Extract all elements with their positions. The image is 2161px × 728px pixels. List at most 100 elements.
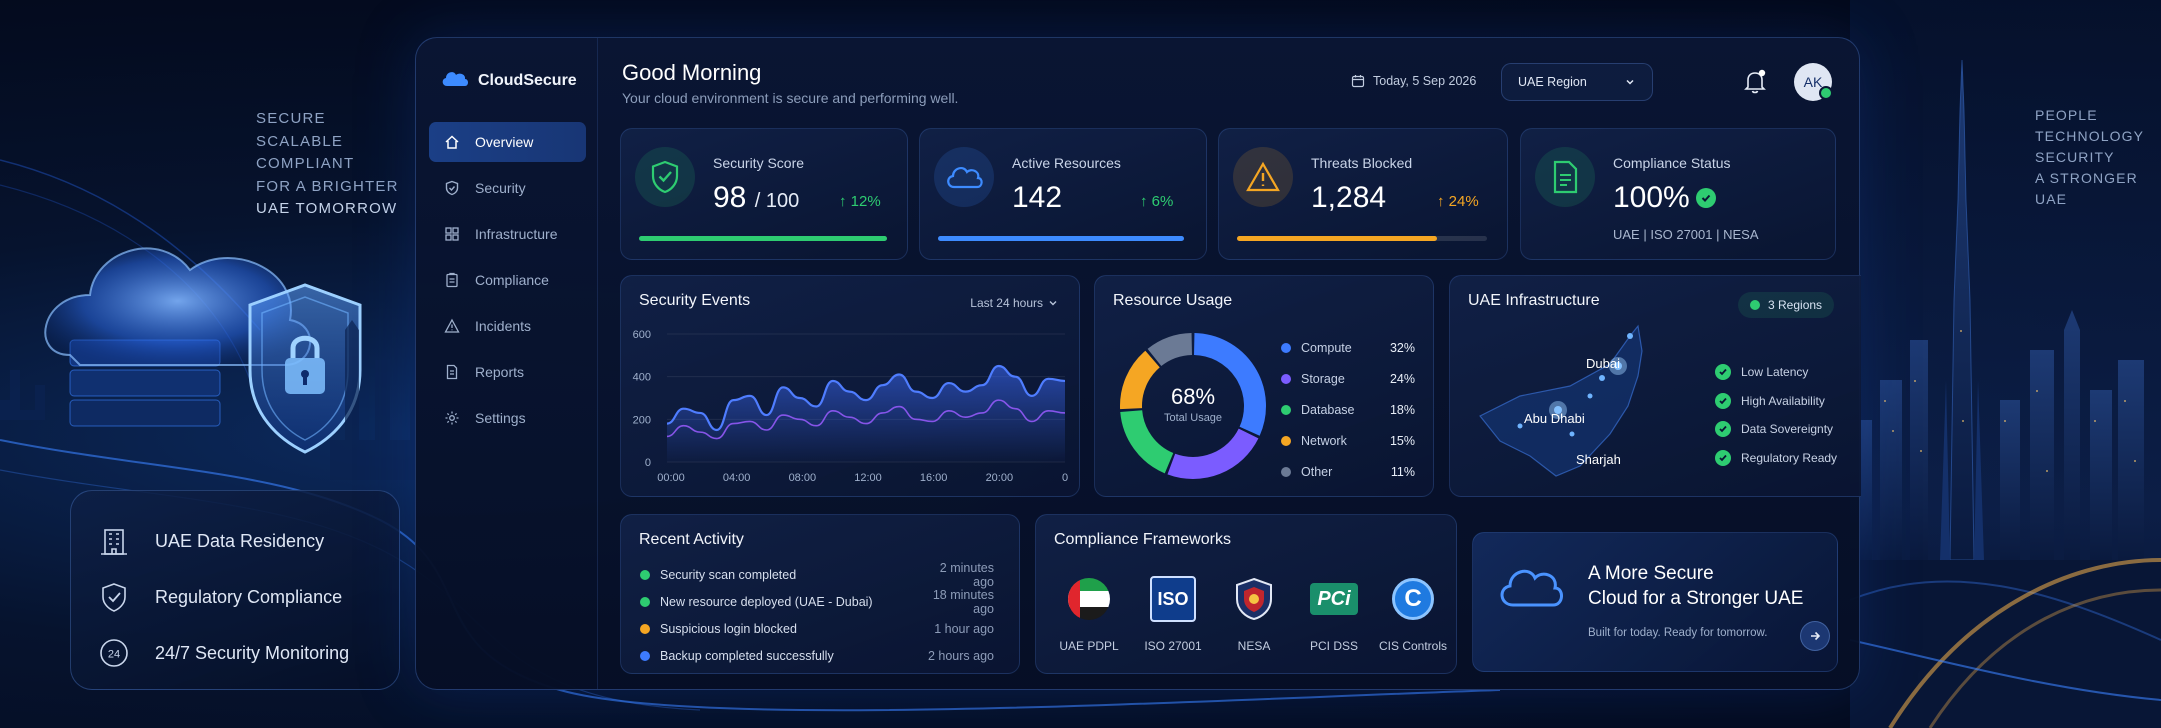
kpi-value: 100% xyxy=(1613,181,1716,215)
card-title: Security Events xyxy=(639,292,751,309)
y-tick-label: 200 xyxy=(633,414,651,426)
legend-item: Storage 24% xyxy=(1281,363,1415,394)
arrow-up-icon: ↑ xyxy=(1437,193,1449,210)
check-circle-icon xyxy=(1715,421,1731,438)
pci-logo-text: PCi xyxy=(1310,583,1358,615)
features-panel: UAE Data Residency Regulatory Compliance… xyxy=(70,490,400,690)
range-select-value: Last 24 hours xyxy=(970,296,1043,310)
sidebar-item-label: Overview xyxy=(475,134,534,150)
warning-icon xyxy=(1233,147,1293,207)
infrastructure-checklist: Low Latency High Availability Data Sover… xyxy=(1715,358,1837,472)
check-label: Low Latency xyxy=(1741,365,1809,380)
check-item: Data Sovereignty xyxy=(1715,415,1837,444)
framework-cis-controls[interactable]: C CIS Controls xyxy=(1368,573,1458,653)
promo-arrow-button[interactable] xyxy=(1800,621,1830,651)
tagline: A STRONGER xyxy=(2035,170,2138,186)
framework-pci-dss[interactable]: PCi PCI DSS xyxy=(1289,573,1379,653)
kpi-card-threats-blocked[interactable]: Threats Blocked 1,284 ↑ 24% xyxy=(1218,128,1508,260)
legend-value: 18% xyxy=(1389,402,1415,417)
legend-label: Network xyxy=(1301,433,1347,448)
card-title: Resource Usage xyxy=(1113,292,1233,309)
shield-check-icon xyxy=(95,578,133,616)
avatar[interactable]: AK xyxy=(1794,63,1833,101)
framework-iso-27001[interactable]: ISO ISO 27001 xyxy=(1128,573,1218,653)
kpi-change-value: 12% xyxy=(850,193,881,210)
regions-badge: 3 Regions xyxy=(1738,292,1835,318)
x-tick-label: 16:00 xyxy=(920,472,948,484)
check-circle-icon xyxy=(1715,364,1731,381)
sidebar-item-reports[interactable]: Reports xyxy=(429,352,586,392)
x-tick-label: 12:00 xyxy=(854,472,882,484)
uae-infrastructure-card: UAE Infrastructure 3 Regions Dubai Abu D… xyxy=(1449,275,1861,497)
sidebar-item-overview[interactable]: Overview xyxy=(429,122,586,162)
region-select[interactable]: UAE Region xyxy=(1501,63,1653,101)
feature-item: 24 24/7 Security Monitoring xyxy=(95,625,375,681)
brand-logo[interactable]: CloudSecure xyxy=(440,68,577,93)
sidebar-item-label: Infrastructure xyxy=(475,226,558,242)
legend-label: Database xyxy=(1301,402,1355,417)
kpi-progress-fill xyxy=(639,236,887,241)
framework-label: ISO 27001 xyxy=(1144,639,1202,653)
donut-slice-other xyxy=(1147,333,1193,367)
kpi-value: 98 / 100 xyxy=(713,181,799,215)
activity-time: 1 hour ago xyxy=(934,621,994,636)
y-tick-label: 600 xyxy=(633,329,651,341)
tagline: TECHNOLOGY xyxy=(2035,128,2145,144)
kpi-label: Active Resources xyxy=(1012,155,1121,171)
list-item[interactable]: Backup completed successfully 2 hours ago xyxy=(640,642,994,669)
donut-center: 68% Total Usage xyxy=(1113,384,1273,424)
list-item[interactable]: Suspicious login blocked 1 hour ago xyxy=(640,615,994,642)
feature-item: UAE Data Residency xyxy=(95,513,375,569)
sidebar-item-compliance[interactable]: Compliance xyxy=(429,260,586,300)
promo-title-line1: A More Secure xyxy=(1588,563,1714,584)
sidebar-item-label: Security xyxy=(475,180,526,196)
kpi-change-value: 24% xyxy=(1448,193,1479,210)
range-select[interactable]: Last 24 hours xyxy=(970,296,1059,310)
sidebar-item-incidents[interactable]: Incidents xyxy=(429,306,586,346)
status-dot xyxy=(1750,300,1760,310)
kpi-card-compliance-status[interactable]: Compliance Status 100% UAE | ISO 27001 |… xyxy=(1520,128,1836,260)
x-tick-label: 08:00 xyxy=(789,472,817,484)
kpi-label: Threats Blocked xyxy=(1311,155,1413,171)
kpi-label: Compliance Status xyxy=(1613,155,1731,171)
arrow-up-icon: ↑ xyxy=(839,193,851,210)
legend-item: Other 11% xyxy=(1281,456,1415,487)
check-circle-icon xyxy=(1715,392,1731,409)
framework-uae-pdpl[interactable]: UAE PDPL xyxy=(1044,573,1134,653)
sidebar-item-settings[interactable]: Settings xyxy=(429,398,586,438)
kpi-progress-bar xyxy=(1237,236,1487,241)
tagline: PEOPLE xyxy=(2035,107,2098,123)
notifications-button[interactable] xyxy=(1742,68,1768,101)
sidebar-item-security[interactable]: Security xyxy=(429,168,586,208)
sidebar-item-infrastructure[interactable]: Infrastructure xyxy=(429,214,586,254)
activity-text: Security scan completed xyxy=(660,567,797,582)
status-dot xyxy=(640,650,650,661)
avatar-initials: AK xyxy=(1803,74,1823,90)
legend-item: Compute 32% xyxy=(1281,332,1415,363)
framework-label: PCI DSS xyxy=(1309,639,1358,653)
status-dot xyxy=(640,569,650,580)
list-item[interactable]: Security scan completed 2 minutes ago xyxy=(640,560,994,589)
check-label: High Availability xyxy=(1741,393,1825,408)
list-item[interactable]: New resource deployed (UAE - Dubai) 18 mi… xyxy=(640,588,994,616)
arrow-up-icon: ↑ xyxy=(1140,193,1152,210)
kpi-number: 100% xyxy=(1613,181,1690,214)
donut-slice-compute xyxy=(1193,333,1266,436)
kpi-suffix: / 100 xyxy=(754,190,800,212)
tagline: FOR A BRIGHTER xyxy=(256,177,399,195)
pci-logo-icon: PCi xyxy=(1308,573,1360,625)
feature-label: 24/7 Security Monitoring xyxy=(155,642,350,663)
greeting-block: Good Morning Your cloud environment is s… xyxy=(622,60,958,106)
brand-name: CloudSecure xyxy=(478,71,577,89)
page-subtitle: Your cloud environment is secure and per… xyxy=(622,90,959,106)
activity-time: 2 minutes ago xyxy=(939,560,994,589)
cis-logo-icon: C xyxy=(1387,573,1439,625)
framework-nesa[interactable]: NESA xyxy=(1209,573,1299,653)
framework-label: UAE PDPL xyxy=(1059,639,1119,653)
kpi-card-active-resources[interactable]: Active Resources 142 ↑ 6% xyxy=(919,128,1207,260)
uae-flag-icon xyxy=(1063,573,1115,625)
activity-time: 2 hours ago xyxy=(927,648,994,663)
check-circle-icon xyxy=(1715,449,1731,466)
compliance-frameworks-card: Compliance Frameworks UAE PDPL ISO ISO 2… xyxy=(1035,514,1457,674)
kpi-card-security-score[interactable]: Security Score 98 / 100 ↑ 12% xyxy=(620,128,908,260)
